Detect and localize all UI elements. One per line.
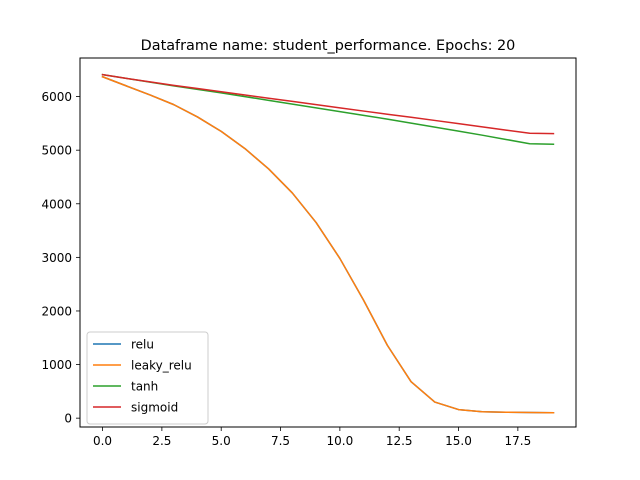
legend-label-leaky_relu: leaky_relu	[131, 359, 192, 373]
x-tick-label: 5.0	[212, 434, 231, 448]
y-tick-label: 3000	[41, 251, 72, 265]
plot-area-frame	[79, 57, 577, 428]
y-tick-label: 0	[64, 412, 72, 426]
x-tick-label: 2.5	[152, 434, 171, 448]
series-line-sigmoid	[101, 73, 555, 135]
legend-label-tanh: tanh	[131, 380, 158, 394]
y-tick-label: 5000	[41, 144, 72, 158]
y-tick-label: 4000	[41, 197, 72, 211]
x-tick-label: 0.0	[93, 434, 112, 448]
x-tick-label: 12.5	[386, 434, 413, 448]
legend-label-sigmoid: sigmoid	[131, 401, 178, 415]
y-tick-label: 2000	[41, 304, 72, 318]
y-tick-label: 6000	[41, 90, 72, 104]
series-lines	[101, 73, 555, 414]
x-tick-label: 17.5	[504, 434, 531, 448]
y-axis: 0 1000 2000 3000 4000 5000 6000	[41, 90, 80, 426]
y-tick-label: 1000	[41, 358, 72, 372]
legend-label-relu: relu	[131, 338, 154, 352]
x-tick-label: 7.5	[271, 434, 290, 448]
legend-box	[86, 331, 209, 425]
x-tick-label: 10.0	[327, 434, 354, 448]
series-line-leaky_relu	[101, 75, 555, 414]
x-axis: 0.0 2.5 5.0 7.5 10.0 12.5 15.0 17.5	[93, 427, 531, 448]
x-tick-label: 15.0	[445, 434, 472, 448]
chart-title: Dataframe name: student_performance. Epo…	[141, 38, 516, 54]
